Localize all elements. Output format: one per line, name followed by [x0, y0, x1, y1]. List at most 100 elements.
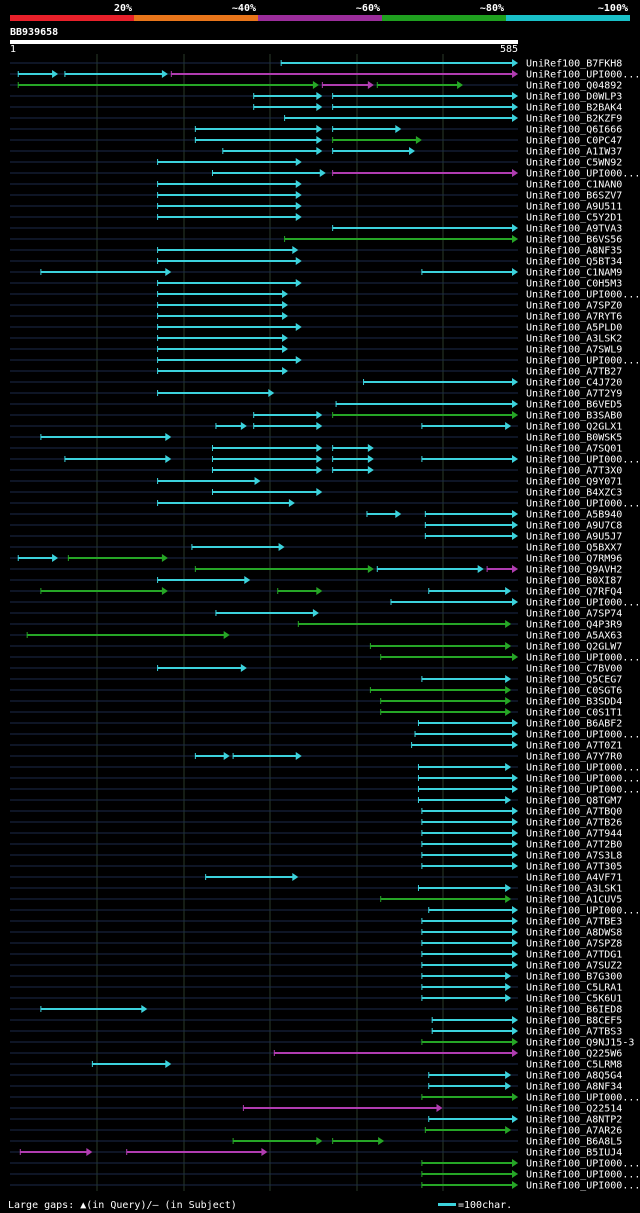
alignment-row[interactable]: UniRef100_C5Y2D1 — [10, 213, 622, 224]
row-label[interactable]: UniRef100_B0XI87 — [526, 576, 622, 587]
alignment-row[interactable]: UniRef100_C0S1T1 — [10, 708, 622, 719]
alignment-row[interactable]: UniRef100_Q2GLX1 — [10, 422, 622, 433]
row-label[interactable]: UniRef100_B6IED8 — [526, 1005, 622, 1016]
row-label[interactable]: UniRef100_Q225W6 — [526, 1049, 622, 1060]
alignment-row[interactable]: UniRef100_A7SPZ8 — [10, 939, 622, 950]
row-label[interactable]: UniRef100_B6A8L5 — [526, 1137, 622, 1148]
alignment-row[interactable]: UniRef100_A9U7C8 — [10, 521, 622, 532]
row-label[interactable]: UniRef100_B6SZV7 — [526, 191, 622, 202]
row-label[interactable]: UniRef100_A9U7C8 — [526, 521, 622, 532]
alignment-row[interactable]: UniRef100_A7SUZ2 — [10, 961, 622, 972]
row-label[interactable]: UniRef100_A7T3X0 — [526, 466, 622, 477]
alignment-row[interactable]: UniRef100_A1IW37 — [10, 147, 622, 158]
row-label[interactable]: UniRef100_Q8TGM7 — [526, 796, 622, 807]
row-label[interactable]: UniRef100_A9U511 — [526, 202, 622, 213]
alignment-row[interactable]: UniRef100_A8NTP2 — [10, 1115, 622, 1126]
row-label[interactable]: UniRef100_B2BAK4 — [526, 103, 622, 114]
alignment-row[interactable]: UniRef100_A5PLD0 — [10, 323, 622, 334]
alignment-row[interactable]: UniRef100_Q7RFQ4 — [10, 587, 622, 598]
alignment-row[interactable]: UniRef100_A7T944 — [10, 829, 622, 840]
alignment-row[interactable]: UniRef100_A7TB26 — [10, 818, 622, 829]
row-label[interactable]: UniRef100_A9U5J7 — [526, 532, 622, 543]
row-label[interactable]: UniRef100_A7TBS3 — [526, 1027, 622, 1038]
alignment-row[interactable]: UniRef100_A7Y7R0 — [10, 752, 622, 763]
alignment-row[interactable]: UniRef100_A7SWL9 — [10, 345, 622, 356]
row-label[interactable]: UniRef100_Q5CEG7 — [526, 675, 622, 686]
row-label[interactable]: UniRef100_C5LRA1 — [526, 983, 622, 994]
row-label[interactable]: UniRef100_A7T2Y9 — [526, 389, 622, 400]
row-label[interactable]: UniRef100_Q9Y071 — [526, 477, 622, 488]
alignment-row[interactable]: UniRef100_A7T0Z1 — [10, 741, 622, 752]
row-label[interactable]: UniRef100_A7TDG1 — [526, 950, 622, 961]
alignment-row[interactable]: UniRef100_A8DWS8 — [10, 928, 622, 939]
alignment-row[interactable]: UniRef100_Q6I666 — [10, 125, 622, 136]
row-label[interactable]: UniRef100_UPI000... — [526, 1159, 640, 1170]
row-label[interactable]: UniRef100_A7T0Z1 — [526, 741, 622, 752]
alignment-row[interactable]: UniRef100_B7FKH8 — [10, 59, 622, 70]
alignment-row[interactable]: UniRef100_A7T3X0 — [10, 466, 622, 477]
alignment-row[interactable]: UniRef100_A7TBE3 — [10, 917, 622, 928]
row-label[interactable]: UniRef100_A8NTP2 — [526, 1115, 622, 1126]
alignment-row[interactable]: UniRef100_C1NAN0 — [10, 180, 622, 191]
alignment-row[interactable]: UniRef100_B2BAK4 — [10, 103, 622, 114]
alignment-row[interactable]: UniRef100_Q4P3R9 — [10, 620, 622, 631]
alignment-row[interactable]: UniRef100_B8CEF5 — [10, 1016, 622, 1027]
row-label[interactable]: UniRef100_B6VED5 — [526, 400, 622, 411]
row-label[interactable]: UniRef100_UPI000... — [526, 1181, 640, 1192]
row-label[interactable]: UniRef100_A5B940 — [526, 510, 622, 521]
alignment-row[interactable]: UniRef100_A7TB27 — [10, 367, 622, 378]
alignment-row[interactable]: UniRef100_C4J720 — [10, 378, 622, 389]
row-label[interactable]: UniRef100_Q04892 — [526, 81, 622, 92]
alignment-row[interactable]: UniRef100_B6SZV7 — [10, 191, 622, 202]
alignment-row[interactable]: UniRef100_Q9NJ15-3 — [10, 1038, 634, 1049]
alignment-row[interactable]: UniRef100_A7AR26 — [10, 1126, 622, 1137]
alignment-row[interactable]: UniRef100_B0WSK5 — [10, 433, 622, 444]
alignment-row[interactable]: UniRef100_Q5BT34 — [10, 257, 622, 268]
alignment-row[interactable]: UniRef100_Q04892 — [10, 81, 622, 92]
alignment-row[interactable]: UniRef100_B0XI87 — [10, 576, 622, 587]
alignment-row[interactable]: UniRef100_C5K6U1 — [10, 994, 622, 1005]
row-label[interactable]: UniRef100_B8CEF5 — [526, 1016, 622, 1027]
row-label[interactable]: UniRef100_A7SPZ0 — [526, 301, 622, 312]
row-label[interactable]: UniRef100_C0H5M3 — [526, 279, 622, 290]
row-label[interactable]: UniRef100_UPI000... — [526, 906, 640, 917]
row-label[interactable]: UniRef100_B7G300 — [526, 972, 622, 983]
alignment-row[interactable]: UniRef100_A3LSK2 — [10, 334, 622, 345]
row-label[interactable]: UniRef100_A7T305 — [526, 862, 622, 873]
row-label[interactable]: UniRef100_UPI000... — [526, 356, 640, 367]
row-label[interactable]: UniRef100_C5LRM8 — [526, 1060, 622, 1071]
row-label[interactable]: UniRef100_A1IW37 — [526, 147, 622, 158]
row-label[interactable]: UniRef100_B6VS56 — [526, 235, 622, 246]
alignment-row[interactable]: UniRef100_Q5BXX7 — [10, 543, 622, 554]
row-label[interactable]: UniRef100_C1NAM9 — [526, 268, 622, 279]
row-label[interactable]: UniRef100_A7SPZ8 — [526, 939, 622, 950]
row-label[interactable]: UniRef100_UPI000... — [526, 455, 640, 466]
row-label[interactable]: UniRef100_A8NF34 — [526, 1082, 622, 1093]
row-label[interactable]: UniRef100_UPI000... — [526, 598, 640, 609]
alignment-row[interactable]: UniRef100_C1NAM9 — [10, 268, 622, 279]
row-label[interactable]: UniRef100_A9TVA3 — [526, 224, 622, 235]
row-label[interactable]: UniRef100_C4J720 — [526, 378, 622, 389]
row-label[interactable]: UniRef100_UPI000... — [526, 785, 640, 796]
alignment-row[interactable]: UniRef100_A8NF34 — [10, 1082, 622, 1093]
alignment-row[interactable]: UniRef100_Q22514 — [10, 1104, 622, 1115]
alignment-row[interactable]: UniRef100_C5LRA1 — [10, 983, 622, 994]
row-label[interactable]: UniRef100_A8DWS8 — [526, 928, 622, 939]
alignment-row[interactable]: UniRef100_A7T2Y9 — [10, 389, 622, 400]
row-label[interactable]: UniRef100_D0WLP3 — [526, 92, 622, 103]
row-label[interactable]: UniRef100_Q6I666 — [526, 125, 622, 136]
row-label[interactable]: UniRef100_A7SP74 — [526, 609, 622, 620]
row-label[interactable]: UniRef100_UPI000... — [526, 774, 640, 785]
alignment-row[interactable]: UniRef100_UPI000... — [10, 774, 640, 785]
alignment-row[interactable]: UniRef100_A7SQ01 — [10, 444, 622, 455]
alignment-row[interactable]: UniRef100_Q5CEG7 — [10, 675, 622, 686]
alignment-row[interactable]: UniRef100_Q7RM96 — [10, 554, 622, 565]
row-label[interactable]: UniRef100_A3LSK1 — [526, 884, 622, 895]
row-label[interactable]: UniRef100_Q4P3R9 — [526, 620, 622, 631]
alignment-row[interactable]: UniRef100_UPI000... — [10, 70, 640, 81]
alignment-row[interactable]: UniRef100_UPI000... — [10, 499, 640, 510]
row-label[interactable]: UniRef100_Q7RM96 — [526, 554, 622, 565]
row-label[interactable]: UniRef100_A7SUZ2 — [526, 961, 622, 972]
alignment-row[interactable]: UniRef100_Q2GLW7 — [10, 642, 622, 653]
row-label[interactable]: UniRef100_B6ABF2 — [526, 719, 622, 730]
